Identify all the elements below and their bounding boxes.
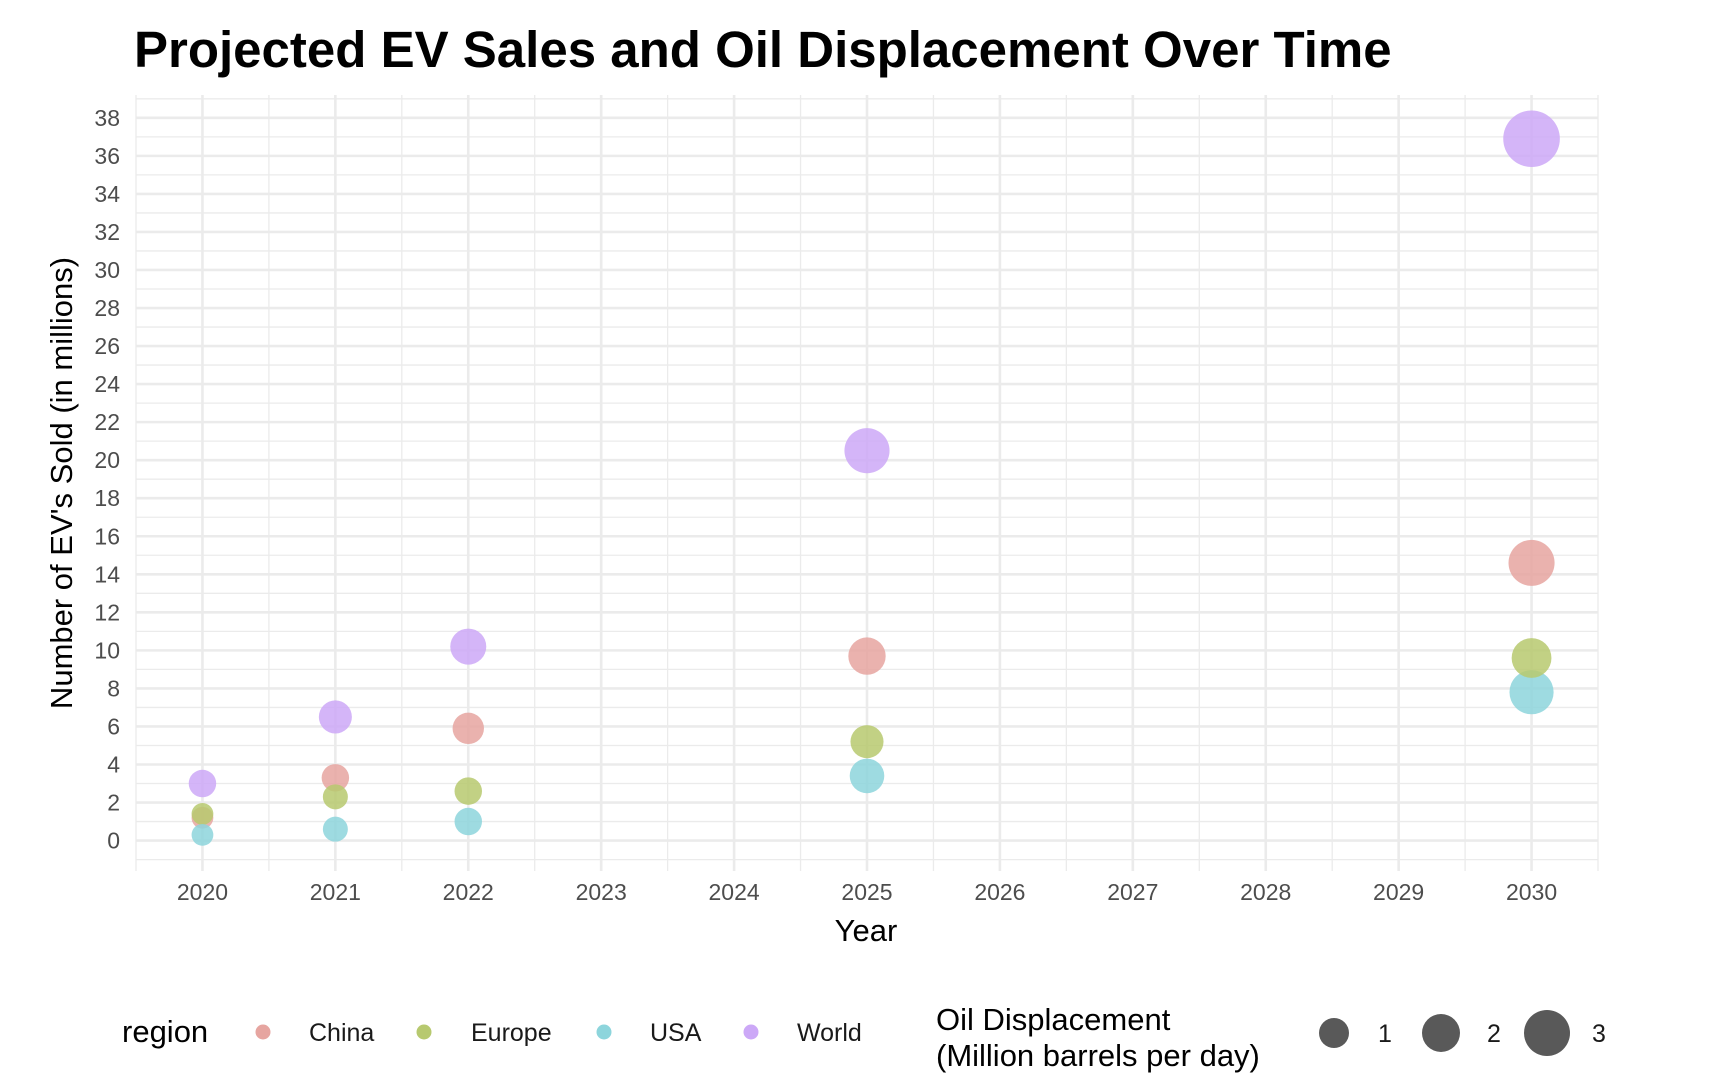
x-tick-label: 2028 <box>1240 879 1291 905</box>
data-point-europe-2030 <box>1511 638 1552 678</box>
data-point-usa-2022 <box>454 807 483 836</box>
points-layer <box>188 110 1560 846</box>
size-legend-title-line2: (Million barrels per day) <box>936 1038 1260 1073</box>
y-tick-label: 34 <box>94 181 120 207</box>
data-point-usa-2025 <box>849 758 885 794</box>
size-legend-title-line1: Oil Displacement <box>936 1002 1171 1037</box>
y-tick-label: 32 <box>94 219 120 245</box>
size-legend-label-3: 3 <box>1592 1020 1606 1048</box>
region-legend: region China Europe USA World <box>122 1014 862 1049</box>
data-point-world-2025 <box>844 428 890 474</box>
data-point-china-2022 <box>452 712 484 745</box>
x-tick-label: 2026 <box>974 879 1025 905</box>
legend-key-europe <box>416 1024 432 1040</box>
y-tick-label: 36 <box>94 143 120 169</box>
x-tick-label: 2024 <box>709 879 760 905</box>
legend-item-usa: USA <box>596 1019 702 1047</box>
size-legend-key-3 <box>1524 1010 1570 1056</box>
y-tick-label: 2 <box>107 790 120 816</box>
y-tick-label: 22 <box>94 409 120 435</box>
x-tick-label: 2029 <box>1373 879 1424 905</box>
size-legend-item-1: 1 <box>1319 1018 1392 1048</box>
x-tick-label: 2023 <box>576 879 627 905</box>
y-tick-label: 4 <box>107 751 120 777</box>
size-legend-item-2: 2 <box>1422 1014 1501 1052</box>
x-tick-label: 2027 <box>1107 879 1158 905</box>
x-tick-label: 2022 <box>443 879 494 905</box>
data-point-china-2021 <box>321 764 350 792</box>
data-point-usa-2020 <box>191 823 214 846</box>
data-point-usa-2030 <box>1509 670 1554 715</box>
size-legend-key-2 <box>1422 1014 1460 1052</box>
size-legend-label-1: 1 <box>1378 1020 1392 1048</box>
data-point-usa-2021 <box>322 816 348 842</box>
legend-label-europe: Europe <box>471 1019 552 1047</box>
legend-key-china <box>255 1024 271 1040</box>
y-tick-label: 26 <box>94 333 120 359</box>
legend-item-china: China <box>255 1019 374 1047</box>
y-tick-label: 0 <box>107 828 120 854</box>
size-legend-item-3: 3 <box>1524 1010 1606 1056</box>
y-axis-title: Number of EV's Sold (in millions) <box>44 257 79 709</box>
legend-label-usa: USA <box>650 1019 702 1047</box>
data-point-europe-2020 <box>191 803 214 825</box>
y-tick-label: 38 <box>94 105 120 131</box>
data-point-world-2030 <box>1503 110 1560 168</box>
legend-label-china: China <box>309 1019 374 1047</box>
data-point-china-2025 <box>848 637 886 675</box>
data-point-europe-2025 <box>850 725 884 759</box>
data-point-china-2030 <box>1508 539 1555 586</box>
oil-displacement-legend: Oil Displacement (Million barrels per da… <box>936 1002 1606 1073</box>
legend-label-world: World <box>797 1019 862 1047</box>
x-tick-label: 2025 <box>841 879 892 905</box>
x-tick-label: 2030 <box>1506 879 1557 905</box>
size-legend-key-1 <box>1319 1018 1349 1048</box>
x-axis-title: Year <box>835 913 898 948</box>
legend-key-usa <box>596 1024 612 1040</box>
x-tick-label: 2021 <box>310 879 361 905</box>
y-tick-label: 6 <box>107 713 120 739</box>
data-point-europe-2021 <box>322 784 348 810</box>
x-tick-labels: 2020 2021 2022 2023 2024 2025 2026 2027 2028 2029… <box>177 879 1557 905</box>
data-point-europe-2022 <box>454 777 483 805</box>
legend-item-europe: Europe <box>416 1019 552 1047</box>
size-legend-label-2: 2 <box>1487 1020 1501 1048</box>
y-tick-label: 30 <box>94 257 120 283</box>
y-tick-label: 20 <box>94 447 120 473</box>
y-tick-label: 16 <box>94 523 120 549</box>
y-tick-label: 10 <box>94 637 120 663</box>
y-tick-label: 12 <box>94 599 120 625</box>
legend-key-world <box>743 1024 759 1040</box>
y-tick-label: 24 <box>94 371 120 397</box>
data-point-world-2021 <box>318 700 352 734</box>
y-tick-label: 8 <box>107 675 120 701</box>
legend-item-world: World <box>743 1019 862 1047</box>
x-tick-label: 2020 <box>177 879 228 905</box>
data-point-world-2022 <box>450 628 487 665</box>
y-tick-label: 14 <box>94 561 120 587</box>
y-tick-label: 18 <box>94 485 120 511</box>
y-tick-label: 28 <box>94 295 120 321</box>
data-point-world-2020 <box>188 769 217 798</box>
chart-title: Projected EV Sales and Oil Displacement … <box>134 21 1392 78</box>
region-legend-title: region <box>122 1014 208 1049</box>
